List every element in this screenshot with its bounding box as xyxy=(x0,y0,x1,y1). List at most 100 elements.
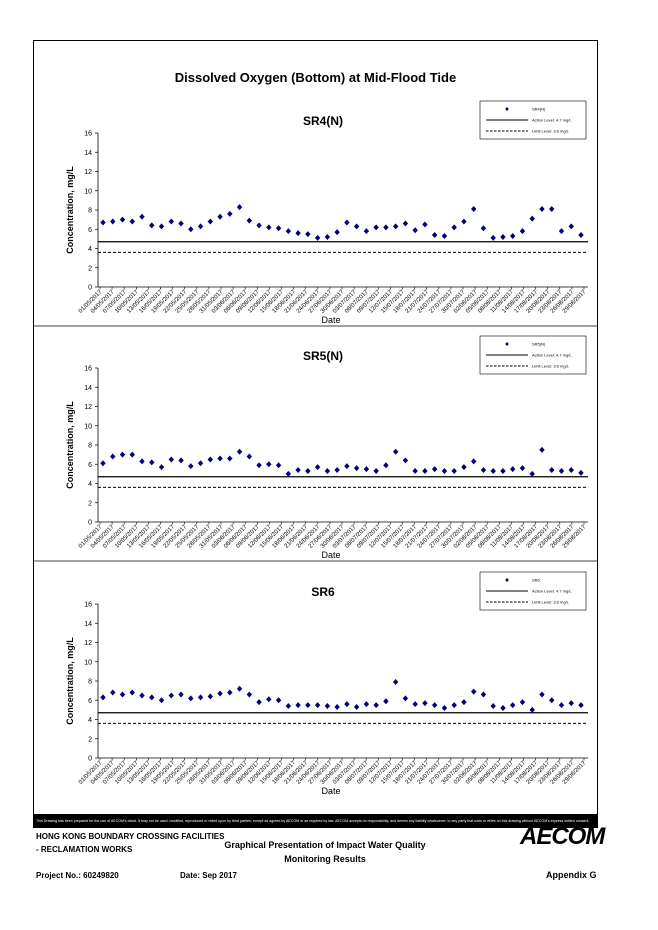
y-axis-label: Concentration, mg/L xyxy=(65,401,75,489)
legend-marker xyxy=(505,107,509,111)
legend-marker xyxy=(505,578,509,582)
data-point xyxy=(392,678,399,685)
data-point xyxy=(256,222,262,229)
data-point xyxy=(422,467,428,474)
data-point xyxy=(422,700,428,707)
data-point xyxy=(441,704,448,711)
data-point xyxy=(470,688,477,695)
data-point xyxy=(441,232,448,239)
data-point xyxy=(539,691,545,698)
data-point xyxy=(353,703,360,710)
data-point xyxy=(558,702,565,709)
data-point xyxy=(305,467,311,474)
data-point xyxy=(451,224,457,231)
data-point xyxy=(158,464,165,471)
data-point xyxy=(549,206,555,213)
data-point xyxy=(324,703,331,710)
y-tick-label: 12 xyxy=(84,404,92,411)
data-point xyxy=(227,455,233,462)
data-point xyxy=(305,231,311,238)
chart-title: SR5(N) xyxy=(303,349,343,363)
data-point xyxy=(529,706,535,713)
y-tick-label: 0 xyxy=(88,756,92,763)
data-point xyxy=(207,218,214,225)
data-point xyxy=(285,703,292,710)
y-tick-label: 16 xyxy=(84,602,92,609)
y-tick-label: 6 xyxy=(88,462,92,469)
page-frame xyxy=(33,40,598,815)
data-point xyxy=(529,470,535,477)
data-point xyxy=(178,457,184,464)
data-point xyxy=(461,699,467,706)
data-point xyxy=(149,222,155,229)
data-point xyxy=(168,456,174,463)
data-point xyxy=(188,463,194,470)
data-point xyxy=(236,685,243,692)
data-point xyxy=(431,702,438,709)
data-point xyxy=(490,467,496,474)
data-point xyxy=(227,689,233,696)
legend-marker xyxy=(505,342,509,346)
data-point xyxy=(558,228,565,235)
data-point xyxy=(519,699,526,706)
data-point xyxy=(431,466,438,473)
data-point xyxy=(158,697,165,704)
y-tick-label: 8 xyxy=(88,443,92,450)
data-point xyxy=(353,465,360,472)
disclaimer-bar: This Drawing has been prepared for the u… xyxy=(33,815,598,828)
data-point xyxy=(110,689,116,696)
legend-label: SR4(N) xyxy=(532,107,546,112)
data-point xyxy=(197,694,204,701)
data-point xyxy=(285,228,292,235)
data-point xyxy=(480,225,487,232)
y-tick-label: 0 xyxy=(88,520,92,527)
data-point xyxy=(314,702,321,709)
data-point xyxy=(110,453,116,460)
data-point xyxy=(207,693,214,700)
data-point xyxy=(383,698,389,705)
data-point xyxy=(246,453,253,460)
data-point xyxy=(510,702,516,709)
legend-label: Limit Level: 3.6 mg/L xyxy=(532,600,570,605)
data-point xyxy=(197,460,204,467)
data-point xyxy=(344,219,350,226)
data-point xyxy=(568,700,574,707)
appendix-label: Appendix G xyxy=(546,870,597,880)
data-point xyxy=(246,217,253,224)
data-point xyxy=(275,225,282,232)
y-tick-label: 14 xyxy=(84,621,92,628)
y-tick-label: 2 xyxy=(88,265,92,272)
data-point xyxy=(129,689,135,696)
data-point xyxy=(217,213,223,220)
data-point xyxy=(344,701,350,708)
data-point xyxy=(568,467,574,474)
data-point xyxy=(363,701,370,708)
data-point xyxy=(295,230,301,237)
data-point xyxy=(373,702,379,709)
data-point xyxy=(285,470,292,477)
data-point xyxy=(500,467,506,474)
data-point xyxy=(539,446,545,453)
data-point xyxy=(266,461,272,468)
data-point xyxy=(480,467,487,474)
data-point xyxy=(188,695,194,702)
data-point xyxy=(578,469,584,476)
data-point xyxy=(139,458,145,465)
data-point xyxy=(402,695,409,702)
data-point xyxy=(266,696,272,703)
data-point xyxy=(158,223,165,230)
data-point xyxy=(353,223,360,230)
data-point xyxy=(392,223,399,230)
data-point xyxy=(324,467,331,474)
x-axis-label: Date xyxy=(321,315,340,325)
data-point xyxy=(363,228,370,235)
data-point xyxy=(422,221,428,228)
x-axis-label: Date xyxy=(321,786,340,796)
data-point xyxy=(139,213,145,220)
chart-title: SR6 xyxy=(311,585,335,599)
data-point xyxy=(451,702,457,709)
client-name-line2: - RECLAMATION WORKS xyxy=(36,845,133,854)
data-point xyxy=(100,694,106,701)
y-tick-label: 2 xyxy=(88,500,92,507)
